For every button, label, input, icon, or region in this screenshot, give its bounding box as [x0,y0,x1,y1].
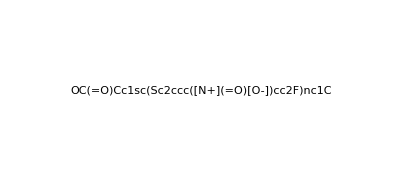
Text: OC(=O)Cc1sc(Sc2ccc([N+](=O)[O-])cc2F)nc1C: OC(=O)Cc1sc(Sc2ccc([N+](=O)[O-])cc2F)nc1… [70,85,332,95]
